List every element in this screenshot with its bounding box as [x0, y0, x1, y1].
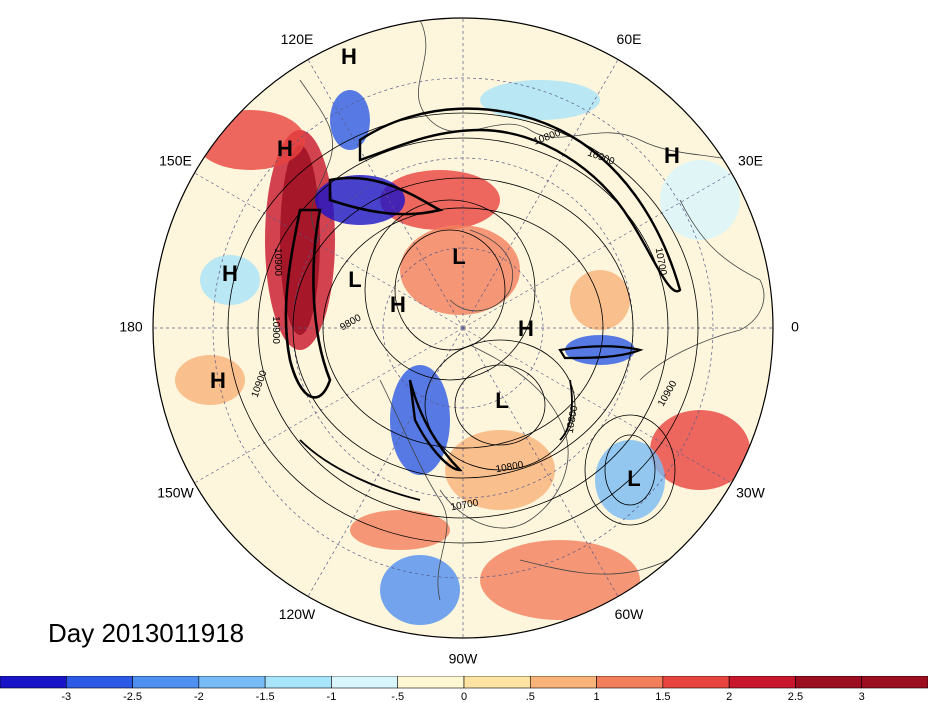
shading-blob — [660, 160, 740, 240]
colorbar-box — [662, 676, 730, 689]
colorbar-tick-label: -1 — [327, 691, 337, 702]
longitude-label: 120E — [281, 31, 314, 47]
colorbar-box — [264, 676, 332, 689]
colorbar-box — [0, 676, 67, 689]
high-pressure-marker: H — [341, 44, 357, 69]
latitude-circle — [212, 77, 714, 579]
shading-blob — [595, 440, 665, 520]
shading-blob — [380, 555, 460, 625]
colorbar-tick-label: -2.5 — [123, 691, 142, 702]
colorbar-box — [529, 676, 597, 689]
meridian-line — [462, 59, 619, 329]
high-pressure-marker: H — [518, 316, 534, 341]
contour-label: 10800 — [495, 460, 525, 476]
colorbar-tick-label: 0 — [461, 691, 467, 702]
colorbar: -3 -2.5 -2 -1.5 -1 -.5 0 .5 1 1.5 2 2.5 3 — [0, 676, 928, 702]
contour-label: 10800 — [565, 404, 581, 434]
colorbar-tick-label: 1.5 — [655, 691, 670, 702]
colorbar-box — [65, 676, 133, 689]
shading-blob — [175, 355, 245, 405]
contour-label: 10700 — [450, 498, 480, 514]
shading-blob — [565, 335, 635, 365]
shading-blob — [200, 255, 260, 305]
colorbar-tick-label: .5 — [526, 691, 535, 702]
colorbar-tick-label: 1 — [594, 691, 600, 702]
longitude-label: 0 — [791, 319, 799, 335]
low-pressure-marker: L — [452, 244, 465, 269]
height-contours — [227, 107, 699, 544]
high-pressure-marker: H — [390, 292, 406, 317]
shading-blob — [330, 90, 370, 150]
shading-blob — [570, 270, 630, 330]
meridian-line — [462, 172, 732, 329]
pressure-centers: H H H H H H L L L H L — [210, 44, 680, 491]
low-pressure-marker: L — [627, 466, 640, 491]
high-pressure-marker: H — [222, 261, 238, 286]
shading-blob — [315, 175, 405, 225]
meridian-line — [462, 327, 619, 597]
meridian-line — [194, 327, 464, 484]
date-caption: Day 2013011918 — [48, 618, 245, 648]
contour-label: 10700 — [653, 247, 669, 277]
shading-blob — [390, 365, 450, 475]
shading-blob — [400, 225, 520, 315]
colorbar-tick-label: -2 — [194, 691, 204, 702]
graticule — [153, 18, 773, 638]
longitude-label: 120W — [279, 606, 316, 622]
meridian-line — [462, 327, 732, 484]
high-pressure-marker: H — [210, 368, 226, 393]
contour-label: 10900 — [270, 316, 281, 344]
shading-blob — [480, 80, 600, 120]
colorbar-box — [728, 676, 796, 689]
colorbar-box — [861, 676, 928, 689]
high-pressure-marker: H — [664, 143, 680, 168]
longitude-label: 60W — [615, 606, 645, 622]
colorbar-tick-label: 3 — [859, 691, 865, 702]
colorbar-box — [596, 676, 664, 689]
contour-label: 10900 — [272, 248, 283, 276]
longitude-label: 30E — [738, 153, 763, 169]
colorbar-tick-label: 2 — [726, 691, 732, 702]
shading-blob — [650, 410, 750, 490]
longitude-labels: 90E 60E 30E 0 30W 60W 90W 120W 150W 180 150E 120E — [119, 0, 799, 667]
map-boundary — [152, 17, 774, 639]
longitude-label: 90E — [451, 0, 476, 3]
colorbar-box — [132, 676, 200, 689]
longitude-label: 180 — [119, 319, 143, 335]
meridian-line — [307, 327, 464, 597]
longitude-label: 150W — [157, 485, 194, 501]
shading-blob — [280, 145, 320, 335]
coastlines — [299, 19, 765, 601]
colorbar-tick-label: -3 — [61, 691, 71, 702]
longitude-label: 150E — [159, 153, 192, 169]
longitude-label: 30W — [736, 485, 766, 501]
colorbar-tick-label: -.5 — [391, 691, 404, 702]
colorbar-box — [463, 676, 531, 689]
high-pressure-marker: H — [277, 136, 293, 161]
meridian-line — [194, 172, 464, 329]
colorbar-tick-label: 2.5 — [788, 691, 803, 702]
low-pressure-marker: L — [348, 267, 361, 292]
colorbar-labels: -3 -2.5 -2 -1.5 -1 -.5 0 .5 1 1.5 2 2.5 3 — [61, 691, 864, 702]
longitude-label: 60E — [617, 31, 642, 47]
longitude-label: 90W — [449, 651, 479, 667]
colorbar-box — [397, 676, 465, 689]
meridian-line — [307, 59, 464, 329]
colorbar-box — [198, 676, 266, 689]
colorbar-box — [795, 676, 863, 689]
colorbar-tick-label: -1.5 — [256, 691, 275, 702]
colorbar-box — [331, 676, 399, 689]
low-pressure-marker: L — [495, 388, 508, 413]
colorbar-boxes — [0, 676, 928, 689]
